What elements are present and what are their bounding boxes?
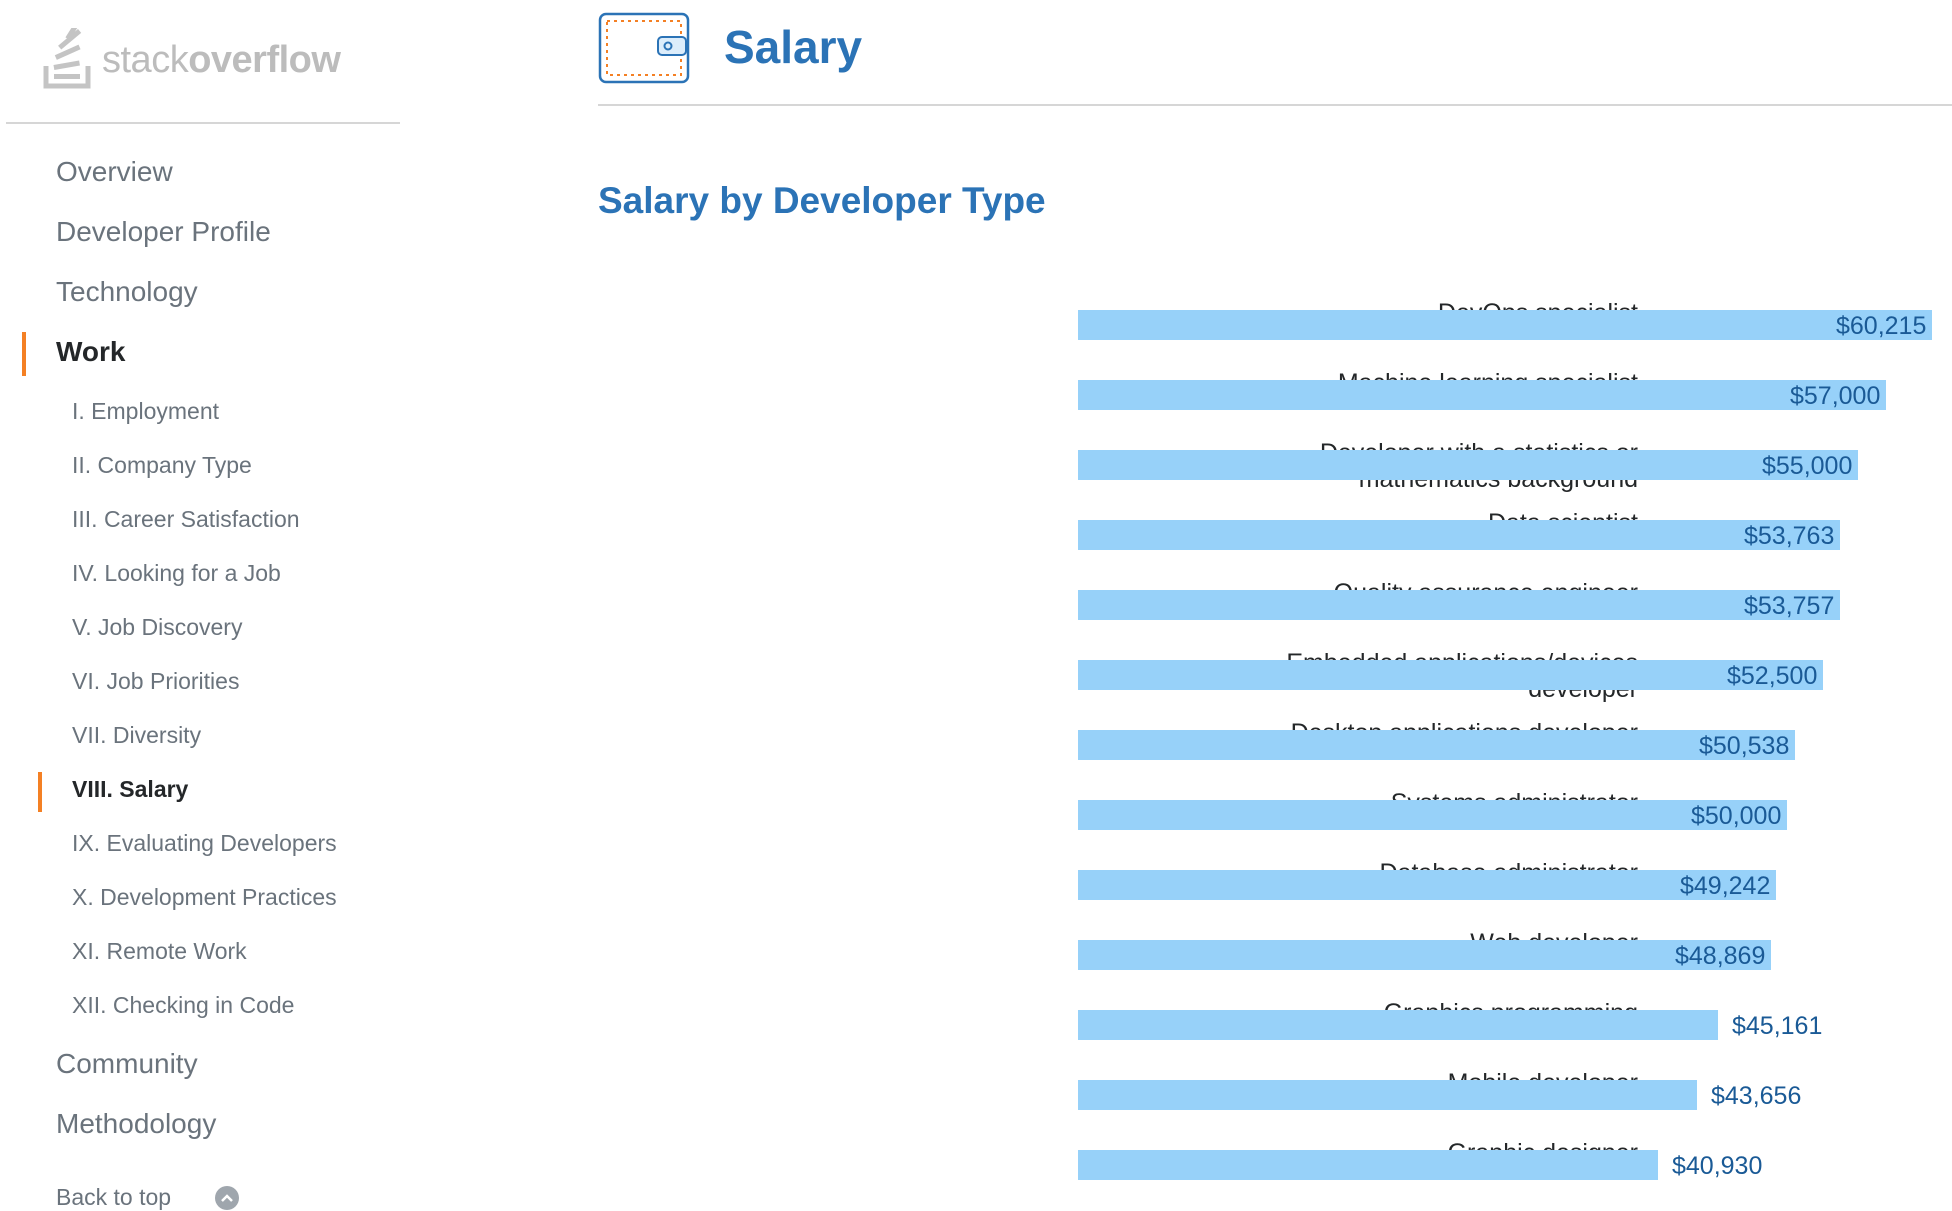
bar [1078,590,1840,620]
nav-community[interactable]: Community [56,1048,198,1079]
salary-bar-chart: DevOps specialist$60,215Machine learning… [598,290,1952,1206]
subnav-job-discovery[interactable]: V. Job Discovery [72,614,243,640]
nav-overview[interactable]: Overview [56,156,173,187]
sidebar: stackoverflow Overview Developer Profile… [0,0,400,1210]
page-title: Salary [724,21,863,73]
bar-value-label: $40,930 [1672,1152,1763,1180]
bar [1078,450,1858,480]
subnav-active-marker [38,772,42,812]
back-to-top-label: Back to top [56,1184,172,1210]
subnav-development-practices[interactable]: X. Development Practices [72,884,337,910]
bar-value-label: $57,000 [1790,382,1881,410]
logo-word-overflow: overflow [188,38,341,81]
main-content: Salary Salary by Developer Type DevOps s… [598,0,1952,1206]
bar [1078,380,1886,410]
subnav-job-priorities[interactable]: VI. Job Priorities [72,668,240,694]
bar [1078,660,1823,690]
bar [1078,940,1771,970]
bar-value-label: $52,500 [1727,662,1818,690]
logo-wordmark: stackoverflow [102,38,341,82]
bar-value-label: $53,763 [1744,522,1835,550]
subnav-company-type[interactable]: II. Company Type [72,452,252,478]
subnav-diversity[interactable]: VII. Diversity [72,722,202,748]
nav-work[interactable]: Work [56,336,126,367]
bar [1078,800,1787,830]
bar [1078,870,1776,900]
bar-value-label: $60,215 [1836,312,1927,340]
subnav-evaluating-developers[interactable]: IX. Evaluating Developers [72,830,337,856]
bar [1078,730,1795,760]
subnav-salary[interactable]: VIII. Salary [72,776,189,802]
header-divider [598,104,1952,106]
bar [1078,310,1932,340]
bar-value-label: $43,656 [1711,1082,1802,1110]
bar [1078,1080,1697,1110]
nav-technology[interactable]: Technology [56,276,198,307]
nav-developer-profile[interactable]: Developer Profile [56,216,271,247]
subnav-looking-for-a-job[interactable]: IV. Looking for a Job [72,560,281,586]
wallet-icon [598,12,690,84]
stackoverflow-logo[interactable]: stackoverflow [42,28,362,92]
nav-methodology[interactable]: Methodology [56,1108,217,1139]
bar-value-label: $48,869 [1675,942,1766,970]
nav-active-marker [22,332,26,376]
logo-word-stack: stack [102,38,189,81]
bar-value-label: $49,242 [1680,872,1771,900]
bar-value-label: $45,161 [1732,1012,1823,1040]
sidebar-divider [6,122,400,124]
subnav-remote-work[interactable]: XI. Remote Work [72,938,247,964]
back-to-top-link[interactable]: Back to top [56,1184,240,1211]
subnav-career-satisfaction[interactable]: III. Career Satisfaction [72,506,300,532]
bar-value-label: $50,538 [1699,732,1790,760]
bar [1078,1010,1718,1040]
stack-logo-icon [43,28,91,89]
bar-value-label: $55,000 [1762,452,1853,480]
subnav-employment[interactable]: I. Employment [72,398,219,424]
subnav-checking-in-code[interactable]: XII. Checking in Code [72,992,295,1018]
bar-value-label: $50,000 [1691,802,1782,830]
bar [1078,1150,1658,1180]
bar-value-label: $53,757 [1744,592,1835,620]
section-title: Salary by Developer Type [598,180,1046,221]
bar [1078,520,1840,550]
